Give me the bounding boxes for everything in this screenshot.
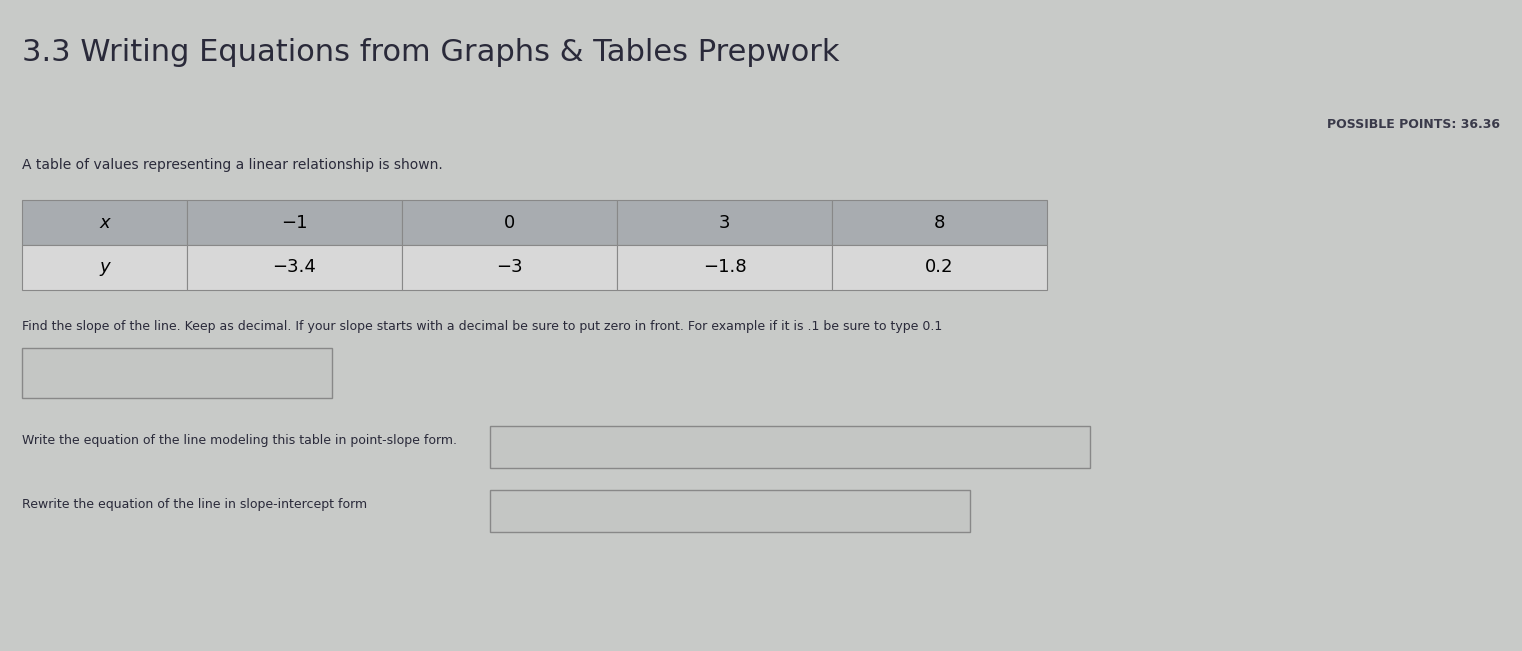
Text: 0: 0	[504, 214, 514, 232]
Bar	[187, 245, 402, 290]
Bar	[402, 200, 616, 245]
Bar	[21, 348, 332, 398]
Bar	[616, 245, 833, 290]
Text: POSSIBLE POINTS: 36.36: POSSIBLE POINTS: 36.36	[1327, 118, 1501, 131]
Bar	[187, 200, 402, 245]
Bar	[21, 200, 187, 245]
Bar	[616, 200, 833, 245]
Text: −1.8: −1.8	[703, 258, 746, 277]
Text: −1: −1	[282, 214, 307, 232]
Bar	[833, 200, 1047, 245]
Text: 3.3 Writing Equations from Graphs & Tables Prepwork: 3.3 Writing Equations from Graphs & Tabl…	[21, 38, 840, 67]
Text: y: y	[99, 258, 110, 277]
Text: Write the equation of the line modeling this table in point-slope form.: Write the equation of the line modeling …	[21, 434, 457, 447]
Text: 3: 3	[718, 214, 731, 232]
Text: Find the slope of the line. Keep as decimal. If your slope starts with a decimal: Find the slope of the line. Keep as deci…	[21, 320, 942, 333]
Text: −3.4: −3.4	[272, 258, 317, 277]
Bar	[402, 245, 616, 290]
Bar	[833, 245, 1047, 290]
Text: A table of values representing a linear relationship is shown.: A table of values representing a linear …	[21, 158, 443, 172]
Text: −3: −3	[496, 258, 524, 277]
Text: 0.2: 0.2	[925, 258, 954, 277]
Bar	[490, 490, 970, 532]
Text: Rewrite the equation of the line in slope-intercept form: Rewrite the equation of the line in slop…	[21, 498, 367, 511]
Bar	[490, 426, 1090, 468]
Text: 8: 8	[935, 214, 945, 232]
Bar	[21, 245, 187, 290]
Text: x: x	[99, 214, 110, 232]
